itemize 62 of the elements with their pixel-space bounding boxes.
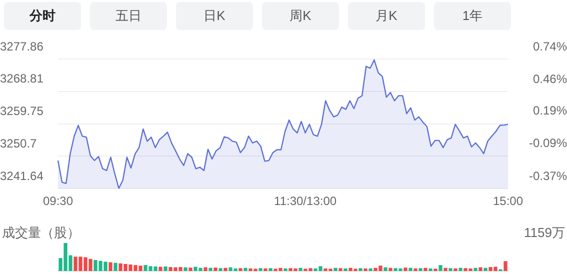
bar xyxy=(204,267,208,271)
bar xyxy=(114,262,118,271)
y-tick-label: 3259.75 xyxy=(0,104,44,118)
y2-tick-label: 0.19% xyxy=(532,104,567,118)
y2-tick-label: 0.74% xyxy=(532,39,567,54)
text: 分时 xyxy=(4,2,81,30)
bar xyxy=(478,267,482,271)
bar xyxy=(504,261,508,271)
bar xyxy=(384,267,388,271)
bar xyxy=(338,268,342,271)
bar xyxy=(284,268,288,271)
text: 1159万 xyxy=(524,224,565,242)
x-tick-label: 11:30/13:00 xyxy=(274,194,337,208)
bar xyxy=(368,268,372,271)
y-tick-label: 3250.7 xyxy=(0,136,38,150)
bar xyxy=(388,268,392,271)
bar xyxy=(418,268,422,271)
bar xyxy=(344,268,348,271)
bar xyxy=(438,265,442,271)
bar xyxy=(448,268,452,271)
bar xyxy=(484,268,488,271)
text: 月K xyxy=(348,2,425,30)
bar xyxy=(454,268,458,271)
bar xyxy=(268,268,272,271)
bar xyxy=(428,268,432,271)
text: 周K xyxy=(262,2,339,30)
bar xyxy=(224,268,228,271)
y-tick-label: 3268.81 xyxy=(0,72,44,86)
bar xyxy=(298,268,302,271)
bar xyxy=(264,268,268,271)
bar xyxy=(458,268,462,271)
text: 五日 xyxy=(90,2,167,30)
bar xyxy=(358,268,362,271)
bar xyxy=(108,262,112,271)
bar xyxy=(334,268,338,271)
chart-title: 成交量（股） xyxy=(2,224,80,242)
bar xyxy=(364,268,368,271)
x-tick-label: 15:00 xyxy=(492,194,524,208)
bar xyxy=(404,268,408,271)
bar xyxy=(424,268,428,271)
bar xyxy=(218,268,222,271)
bar xyxy=(244,268,248,271)
bar xyxy=(188,268,192,271)
bar xyxy=(444,268,448,271)
text: 日K xyxy=(176,2,253,30)
bar xyxy=(214,268,218,271)
bar xyxy=(164,266,168,271)
y-tick-label: 3241.64 xyxy=(0,168,44,183)
x-tick-label: 09:30 xyxy=(42,194,74,208)
y2-tick-label: -0.37% xyxy=(528,168,567,183)
text: 1年 xyxy=(434,2,511,30)
bar xyxy=(414,268,418,271)
bar xyxy=(184,267,188,271)
bar xyxy=(258,268,262,271)
y2-tick-label: -0.09% xyxy=(528,136,567,150)
bar xyxy=(208,268,212,271)
bar xyxy=(238,268,242,271)
bar xyxy=(474,268,478,271)
bar xyxy=(408,268,412,271)
bar xyxy=(158,266,162,271)
y-tick-label: 3277.86 xyxy=(0,39,44,54)
y2-tick-label: 0.46% xyxy=(532,72,567,86)
